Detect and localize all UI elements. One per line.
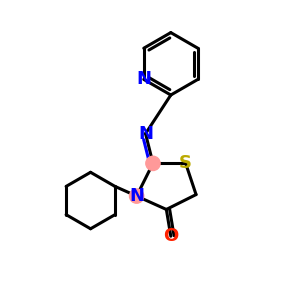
Circle shape bbox=[130, 189, 144, 203]
Text: N: N bbox=[129, 187, 144, 205]
Text: N: N bbox=[138, 125, 153, 143]
Text: O: O bbox=[163, 227, 178, 245]
Text: S: S bbox=[179, 154, 192, 172]
Circle shape bbox=[146, 156, 160, 170]
Text: N: N bbox=[136, 70, 151, 88]
